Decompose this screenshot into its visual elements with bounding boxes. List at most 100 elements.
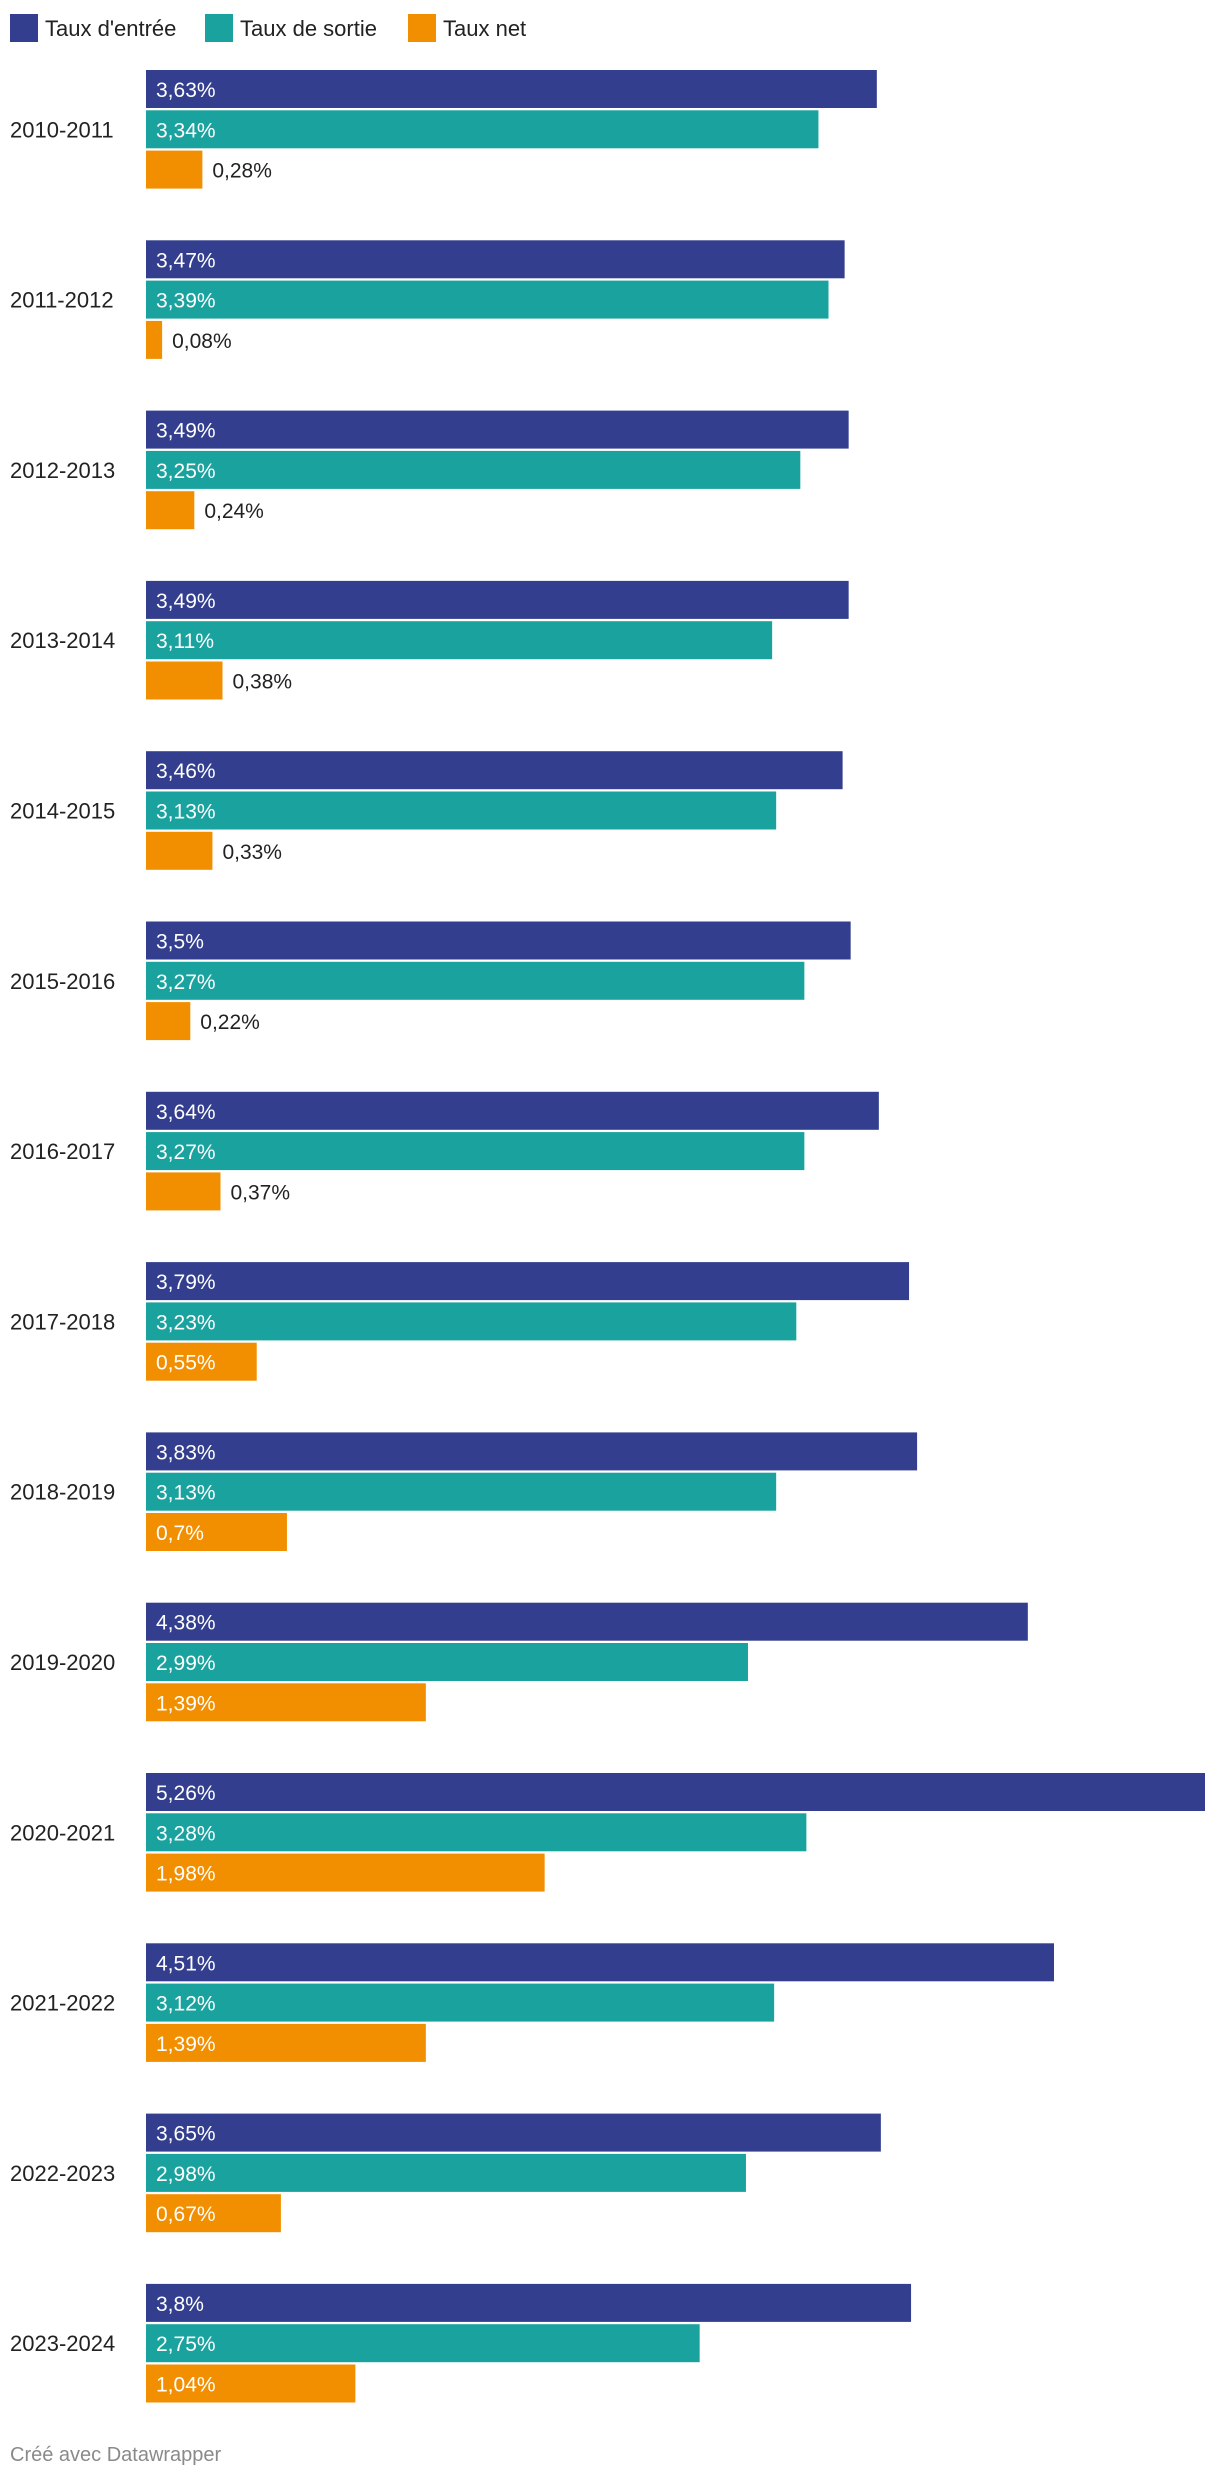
category-label: 2019-2020 <box>10 1650 115 1675</box>
value-label: 3,11% <box>156 630 214 653</box>
category-label: 2013-2014 <box>10 628 115 653</box>
value-label: 0,08% <box>172 330 232 353</box>
bar-entree-2018-2019 <box>146 1432 918 1471</box>
category-group-2016-2017: 2016-2017 3,64% 3,27% 0,37% <box>10 1091 879 1211</box>
legend: Taux d'entrée Taux de sortie Taux net <box>10 14 526 42</box>
bar-sortie-2020-2021 <box>146 1813 807 1852</box>
bar-entree-2010-2011 <box>146 70 877 108</box>
category-label: 2020-2021 <box>10 1820 115 1845</box>
bar-sortie-2018-2019 <box>146 1472 777 1511</box>
bar-entree-2015-2016 <box>146 921 851 960</box>
bar-sortie-2016-2017 <box>146 1132 805 1171</box>
value-label: 3,79% <box>156 1271 216 1294</box>
value-label: 3,28% <box>156 1822 216 1845</box>
category-label: 2016-2017 <box>10 1139 115 1164</box>
bar-net-2023-2024 <box>146 2364 356 2403</box>
value-label: 3,39% <box>156 290 216 313</box>
value-label: 1,04% <box>156 2374 216 2397</box>
value-label: 4,51% <box>156 1952 216 1975</box>
category-label: 2017-2018 <box>10 1309 115 1334</box>
value-label: 3,34% <box>156 119 216 142</box>
value-label: 1,98% <box>156 1863 216 1886</box>
value-label: 1,39% <box>156 2033 216 2056</box>
category-label: 2011-2012 <box>10 288 114 313</box>
bar-sortie-2021-2022 <box>146 1983 775 2022</box>
bar-entree-2019-2020 <box>146 1602 1028 1641</box>
bar-sortie-2022-2023 <box>146 2153 746 2192</box>
chart-rows: 2010-2011 3,63% 3,34% 0,28% 2011-2012 3,47% 3,… <box>10 70 1205 2403</box>
category-label: 2018-2019 <box>10 1480 115 1505</box>
bar-net-2014-2015 <box>146 831 213 870</box>
category-label: 2023-2024 <box>10 2331 115 2356</box>
category-group-2014-2015: 2014-2015 3,46% 3,13% 0,33% <box>10 751 843 870</box>
category-label: 2015-2016 <box>10 969 115 994</box>
category-label: 2014-2015 <box>10 799 115 824</box>
value-label: 0,55% <box>156 1352 216 1375</box>
value-label: 0,22% <box>200 1011 260 1034</box>
bar-entree-2012-2013 <box>146 410 849 449</box>
category-label: 2021-2022 <box>10 1991 115 2016</box>
bar-entree-2011-2012 <box>146 240 845 279</box>
bar-sortie-2019-2020 <box>146 1643 748 1681</box>
value-label: 0,67% <box>156 2203 216 2226</box>
value-label: 3,64% <box>156 1101 216 1124</box>
bar-entree-2020-2021 <box>146 1773 1205 1811</box>
category-group-2021-2022: 2021-2022 4,51% 3,12% 1,39% <box>10 1943 1055 2062</box>
value-label: 5,26% <box>156 1782 216 1805</box>
value-label: 2,98% <box>156 2163 216 2186</box>
bar-net-2020-2021 <box>146 1853 545 1892</box>
legend-label-0: Taux d'entrée <box>45 16 176 41</box>
value-label: 3,27% <box>156 971 216 994</box>
legend-label-1: Taux de sortie <box>240 16 377 41</box>
value-label: 3,12% <box>156 1993 216 2016</box>
category-group-2023-2024: 2023-2024 3,8% 2,75% 1,04% <box>10 2283 912 2403</box>
category-label: 2012-2013 <box>10 458 115 483</box>
bar-entree-2014-2015 <box>146 751 843 790</box>
category-group-2022-2023: 2022-2023 3,65% 2,98% 0,67% <box>10 2113 881 2233</box>
value-label: 3,27% <box>156 1141 216 1164</box>
value-label: 3,13% <box>156 1482 216 1505</box>
category-group-2020-2021: 2020-2021 5,26% 3,28% 1,98% <box>10 1773 1205 1892</box>
bar-net-2015-2016 <box>146 1002 191 1041</box>
value-label: 0,24% <box>204 500 264 523</box>
bar-sortie-2023-2024 <box>146 2324 700 2363</box>
category-group-2011-2012: 2011-2012 3,47% 3,39% 0,08% <box>10 240 845 359</box>
bar-net-2010-2011 <box>146 150 203 189</box>
bar-sortie-2012-2013 <box>146 450 801 489</box>
value-label: 2,99% <box>156 1652 216 1675</box>
credit-text: Créé avec Datawrapper <box>10 2444 222 2466</box>
bar-net-2022-2023 <box>146 2194 281 2233</box>
bar-net-2018-2019 <box>146 1513 287 1551</box>
bar-net-2012-2013 <box>146 491 195 530</box>
value-label: 0,37% <box>230 1181 290 1204</box>
value-label: 3,49% <box>156 420 216 443</box>
bar-net-2017-2018 <box>146 1342 257 1381</box>
value-label: 3,63% <box>156 79 216 102</box>
bar-sortie-2010-2011 <box>146 110 819 149</box>
value-label: 3,25% <box>156 460 216 483</box>
value-label: 0,33% <box>222 841 282 864</box>
bar-sortie-2014-2015 <box>146 791 777 830</box>
bar-entree-2022-2023 <box>146 2113 881 2152</box>
category-group-2012-2013: 2012-2013 3,49% 3,25% 0,24% <box>10 410 849 530</box>
value-label: 0,38% <box>233 671 293 694</box>
bar-net-2019-2020 <box>146 1683 426 1722</box>
bar-entree-2017-2018 <box>146 1262 910 1301</box>
category-group-2010-2011: 2010-2011 3,63% 3,34% 0,28% <box>10 70 877 189</box>
value-label: 3,83% <box>156 1441 216 1464</box>
category-label: 2022-2023 <box>10 2161 115 2186</box>
category-group-2019-2020: 2019-2020 4,38% 2,99% 1,39% <box>10 1602 1028 1722</box>
category-group-2018-2019: 2018-2019 3,83% 3,13% 0,7% <box>10 1432 918 1551</box>
bar-sortie-2017-2018 <box>146 1302 797 1341</box>
value-label: 3,13% <box>156 801 216 824</box>
value-label: 3,47% <box>156 249 216 272</box>
bar-net-2016-2017 <box>146 1172 221 1211</box>
category-group-2015-2016: 2015-2016 3,5% 3,27% 0,22% <box>10 921 851 1041</box>
legend-swatch-0 <box>10 14 38 42</box>
category-group-2017-2018: 2017-2018 3,79% 3,23% 0,55% <box>10 1262 910 1381</box>
bar-net-2013-2014 <box>146 661 223 700</box>
value-label: 3,8% <box>156 2293 204 2316</box>
bar-net-2011-2012 <box>146 320 163 359</box>
value-label: 3,5% <box>156 931 204 954</box>
